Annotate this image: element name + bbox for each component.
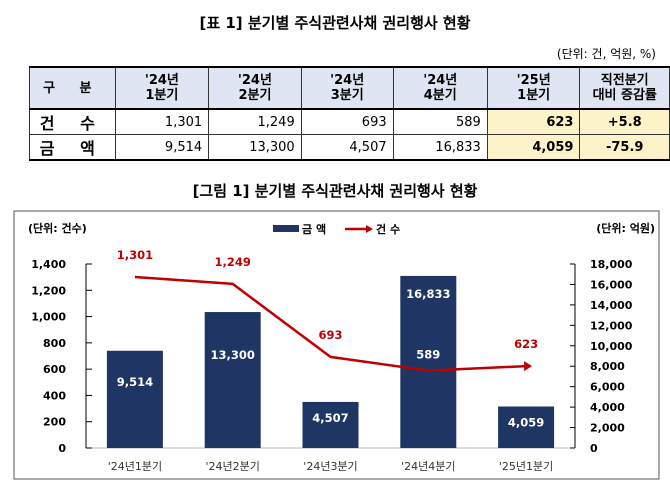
right-tick-label: 16,000 <box>590 278 633 291</box>
header-line: 2분기 <box>238 88 272 103</box>
table-row: 금 액 9,514 13,300 4,507 16,833 4,059 -75.9 <box>29 134 670 161</box>
bar-label: 9,514 <box>117 375 153 389</box>
header-line: '24년 <box>144 73 179 88</box>
bar-label: 4,507 <box>312 411 348 425</box>
category-label: '24년3분기 <box>303 460 357 473</box>
left-tick-label: 1,200 <box>31 284 66 297</box>
header-line: 1분기 <box>145 88 179 103</box>
data-table: 구 분 '24년 1분기 '24년 2분기 '24년 3분기 '24년 4분기 '25년 1분기 직전… <box>29 66 670 161</box>
table-title: [표 1] 분기별 주식관련사채 권리행사 현황 <box>199 14 471 32</box>
header-line: 1분기 <box>517 88 551 103</box>
chart-frame <box>13 210 660 480</box>
header-line: 대비 증감률 <box>592 88 657 103</box>
header-line: '25년 <box>516 73 551 88</box>
left-tick-label: 600 <box>43 363 66 376</box>
chart-title: [그림 1] 분기별 주식관련사채 권리행사 현황 <box>192 182 478 200</box>
bar-label: 16,833 <box>406 287 450 301</box>
bar <box>400 275 457 448</box>
left-tick-label: 800 <box>43 337 66 350</box>
left-axis-label: (단위: 건수) <box>28 221 87 235</box>
column-header: '24년 2분기 <box>208 66 302 110</box>
line-label: 589 <box>416 348 440 362</box>
line-label: 623 <box>514 337 538 351</box>
current-cell: 4,059 <box>486 134 581 161</box>
header-line: '24년 <box>237 73 272 88</box>
right-tick-label: 14,000 <box>590 299 633 312</box>
category-label: '24년4분기 <box>401 460 455 473</box>
column-header: '25년 1분기 <box>486 66 581 110</box>
column-header: 구 분 <box>29 66 116 110</box>
right-tick-label: 6,000 <box>590 381 625 394</box>
left-tick-label: 1,000 <box>31 311 66 324</box>
table-cell: 4,507 <box>300 134 394 161</box>
left-tick-label: 400 <box>43 389 66 402</box>
legend-arrow-icon <box>366 225 373 233</box>
header-line: 3분기 <box>330 88 364 103</box>
current-cell: 623 <box>486 108 581 135</box>
category-label: '25년1분기 <box>499 460 553 473</box>
right-tick-label: 8,000 <box>590 360 625 373</box>
row-label: 금 액 <box>29 134 116 161</box>
bar-label: 4,059 <box>508 416 544 430</box>
table-cell: 9,514 <box>114 134 210 161</box>
line-arrow-icon <box>524 361 533 372</box>
right-tick-label: 18,000 <box>590 258 633 271</box>
table-unit: (단위: 건, 억원, %) <box>556 47 656 61</box>
right-axis-label: (단위: 억원) <box>596 221 655 235</box>
right-tick-label: 12,000 <box>590 319 633 332</box>
bar-label: 13,300 <box>211 348 255 362</box>
table-cell: 13,300 <box>208 134 302 161</box>
column-header: 직전분기 대비 증감률 <box>579 66 670 110</box>
legend-bar-swatch <box>273 225 299 232</box>
right-tick-label: 2,000 <box>590 422 625 435</box>
line-series <box>134 275 527 372</box>
category-label: '24년1분기 <box>108 460 162 473</box>
right-tick-label: 0 <box>590 442 598 455</box>
bar <box>498 406 555 448</box>
legend-label: 건 수 <box>376 222 400 236</box>
table-cell: 1,249 <box>208 108 302 135</box>
table-cell: 16,833 <box>392 134 488 161</box>
left-tick-label: 200 <box>43 416 66 429</box>
line-label: 1,301 <box>117 248 153 262</box>
header-line: '24년 <box>330 73 365 88</box>
legend-label: 금 액 <box>302 223 326 236</box>
right-tick-label: 10,000 <box>590 340 633 353</box>
left-tick-label: 0 <box>58 442 66 455</box>
header-line: 구 분 <box>43 80 102 96</box>
column-header: '24년 4분기 <box>392 66 488 110</box>
left-tick-label: 1,400 <box>31 258 66 271</box>
column-header: '24년 1분기 <box>114 66 210 110</box>
row-label: 건 수 <box>29 108 116 135</box>
bar <box>106 350 163 448</box>
table-cell: 589 <box>392 108 488 135</box>
line-label: 1,249 <box>215 255 251 269</box>
header-line: 4분기 <box>423 88 457 103</box>
bar <box>204 312 261 448</box>
category-label: '24년2분기 <box>206 460 260 473</box>
right-tick-label: 4,000 <box>590 401 625 414</box>
header-line: '24년 <box>423 73 458 88</box>
header-line: 직전분기 <box>600 73 649 88</box>
line-label: 693 <box>318 328 342 342</box>
bar <box>302 401 359 448</box>
table-header-row: 구 분 '24년 1분기 '24년 2분기 '24년 3분기 '24년 4분기 '25년 1분기 직전… <box>29 66 670 110</box>
change-cell: -75.9 <box>579 134 670 161</box>
